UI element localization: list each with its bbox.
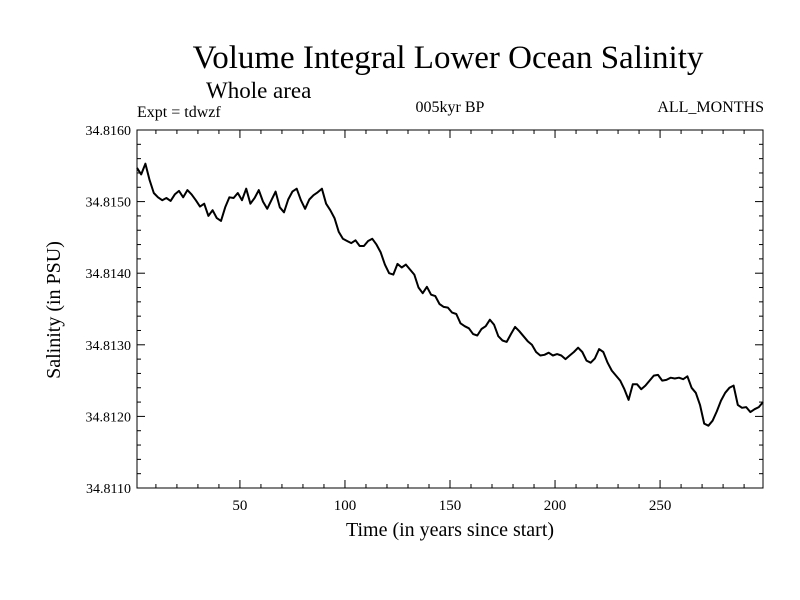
x-tick-label: 250 [649, 498, 672, 514]
y-axis-label: Salinity (in PSU) [43, 241, 65, 379]
axis-tick-labels: 50 100 150 200 250 34.8110 34.8120 34.8130 34.81… [86, 124, 672, 514]
y-tick-label: 34.8150 [86, 196, 132, 211]
period-label: 005kyr BP [415, 99, 485, 116]
y-tick-label: 34.8130 [86, 339, 132, 354]
y-tick-label: 34.8140 [86, 267, 132, 282]
series-line [136, 162, 764, 427]
months-label: ALL_MONTHS [657, 99, 764, 116]
experiment-label: Expt = tdwzf [137, 104, 221, 121]
chart-title: Volume Integral Lower Ocean Salinity [192, 40, 704, 76]
x-axis-label: Time (in years since start) [346, 519, 554, 541]
y-tick-label: 34.8120 [86, 410, 132, 425]
chart-subtitle: Whole area [206, 78, 312, 103]
x-tick-label: 100 [334, 498, 357, 514]
y-tick-label: 34.8160 [86, 124, 132, 139]
y-tick-label: 34.8110 [86, 482, 131, 497]
x-tick-label: 150 [439, 498, 462, 514]
x-tick-label: 50 [232, 498, 247, 514]
x-tick-label: 200 [544, 498, 567, 514]
